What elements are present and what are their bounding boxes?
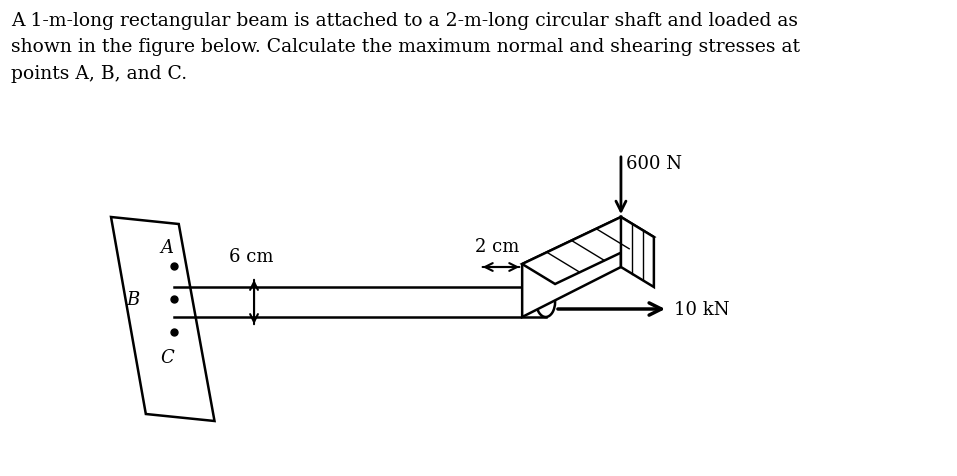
Text: B: B <box>126 290 139 308</box>
Polygon shape <box>523 218 621 317</box>
Text: 600 N: 600 N <box>626 155 681 173</box>
Polygon shape <box>523 218 654 284</box>
Text: A: A <box>160 238 173 257</box>
Text: A 1-m-long rectangular beam is attached to a 2-m-long circular shaft and loaded : A 1-m-long rectangular beam is attached … <box>11 12 800 83</box>
Ellipse shape <box>536 288 555 317</box>
Polygon shape <box>621 218 654 288</box>
Text: C: C <box>160 348 173 366</box>
Text: 2 cm: 2 cm <box>475 238 520 256</box>
Text: 10 kN: 10 kN <box>674 300 729 318</box>
Text: 6 cm: 6 cm <box>229 248 274 266</box>
